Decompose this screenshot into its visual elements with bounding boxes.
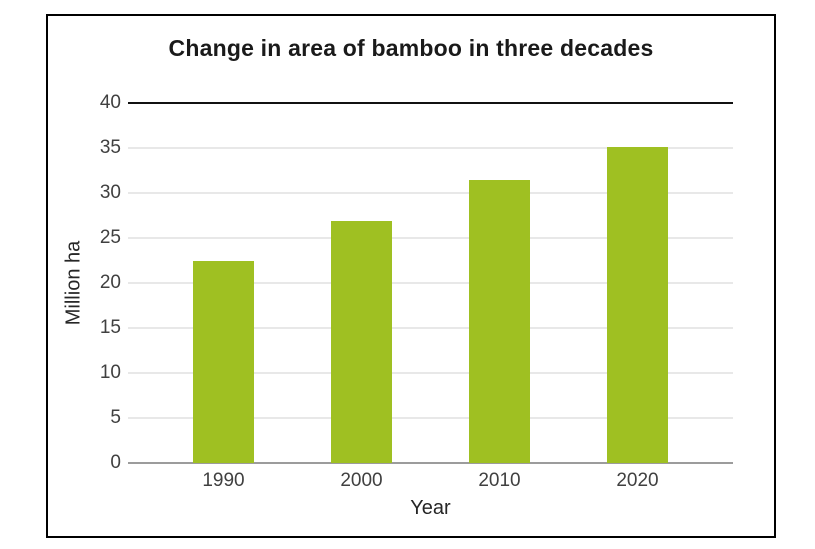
gridline-5 [128, 417, 733, 419]
y-tick-label-25: 25 [99, 227, 121, 248]
x-tick-label-2010: 2010 [478, 470, 521, 491]
chart-title: Change in area of bamboo in three decade… [168, 35, 654, 61]
y-tick-label-30: 30 [99, 182, 121, 203]
y-tick-label-0: 0 [110, 452, 121, 473]
bar-1990 [193, 261, 254, 463]
x-axis-ticks: 1990 2000 2010 2020 [128, 470, 733, 494]
gridline-30 [128, 192, 733, 194]
gridline-10 [128, 372, 733, 374]
y-axis-ticks: 0 5 10 15 20 25 30 35 40 [0, 92, 121, 473]
gridline-35 [128, 147, 733, 149]
x-axis-line [128, 462, 733, 464]
bar-2000 [331, 220, 392, 463]
y-tick-label-10: 10 [99, 362, 121, 383]
x-tick-label-2000: 2000 [340, 470, 383, 491]
y-tick-label-5: 5 [110, 407, 121, 428]
bar-2010 [469, 180, 530, 463]
gridline-15 [128, 327, 733, 329]
y-tick-label-20: 20 [99, 272, 121, 293]
y-tick-label-35: 35 [99, 137, 121, 158]
x-tick-label-1990: 1990 [202, 470, 245, 491]
x-tick-label-2020: 2020 [616, 470, 659, 491]
x-axis-title: Year [410, 497, 451, 519]
bar-2020 [607, 147, 668, 463]
y-tick-label-40: 40 [99, 92, 121, 113]
y-tick-label-15: 15 [99, 317, 121, 338]
gridline-25 [128, 237, 733, 239]
gridline-20 [128, 282, 733, 284]
plot-area [128, 102, 733, 464]
top-border-line [128, 102, 733, 104]
